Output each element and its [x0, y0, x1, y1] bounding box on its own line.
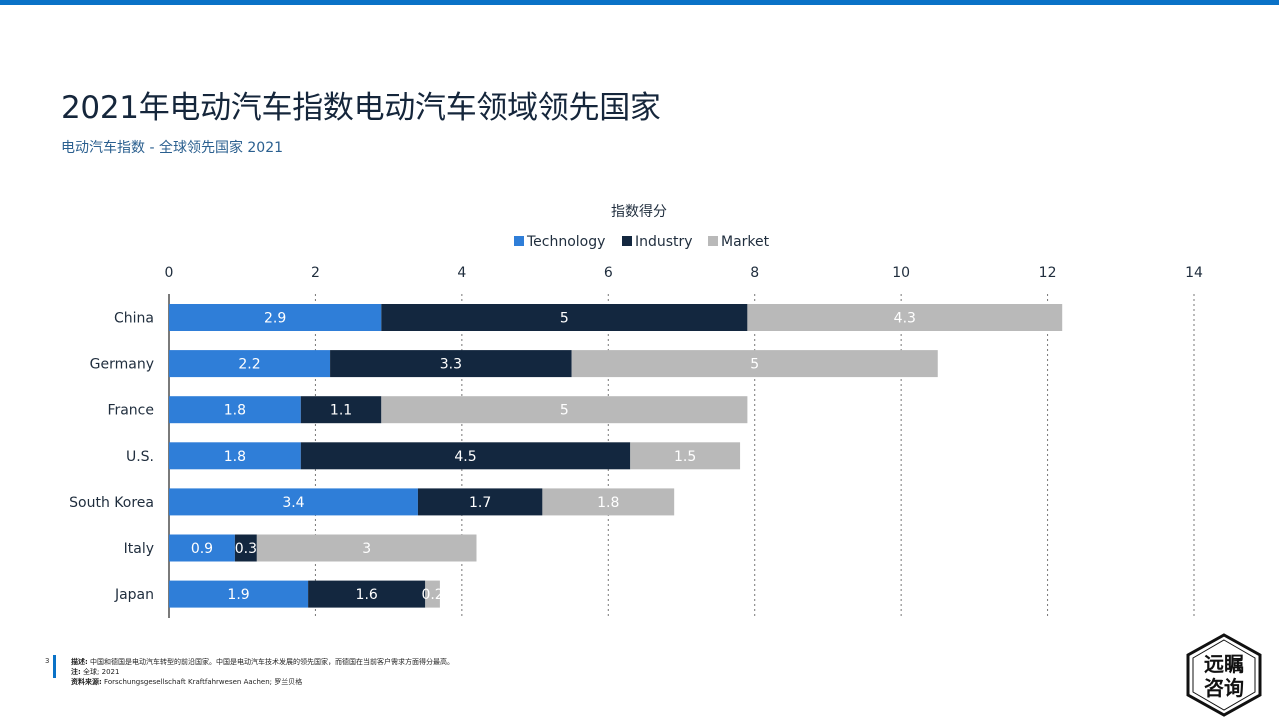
legend-swatch-technology [514, 236, 524, 246]
data-label-market: 4.3 [894, 311, 916, 327]
footer-note: 注: 全球; 2021 [71, 668, 120, 676]
svg-text:咨询: 咨询 [1204, 676, 1244, 700]
bar-market [381, 396, 748, 424]
data-label-market: 5 [560, 403, 569, 419]
data-label-industry: 1.1 [330, 403, 352, 419]
bar-technology [169, 396, 301, 424]
bar-industry [234, 534, 257, 562]
y-tick-label: China [114, 311, 154, 327]
footer-accent [53, 655, 56, 678]
data-label-industry: 5 [560, 311, 569, 327]
data-label-technology: 1.9 [227, 587, 249, 603]
y-tick-label: U.S. [126, 449, 154, 465]
bar-industry [300, 396, 382, 424]
bar-market [256, 534, 477, 562]
footer-notes: 描述: 中国和德国是电动汽车转型的前沿国家。中国是电动汽车技术发展的领先国家，而… [71, 657, 454, 687]
svg-text:远瞩: 远瞩 [1204, 652, 1244, 676]
bar-technology [169, 304, 382, 331]
bar-industry [417, 488, 543, 516]
data-label-market: 0.2 [421, 587, 443, 603]
legend-swatch-industry [622, 236, 632, 246]
footer-description: 描述: 中国和德国是电动汽车转型的前沿国家。中国是电动汽车技术发展的领先国家，而… [71, 658, 455, 666]
bar-industry [381, 304, 748, 331]
bar-technology [169, 488, 418, 516]
page-title: 2021年电动汽车指数电动汽车领域领先国家 [61, 90, 661, 126]
chart-bars: 2.9 5 4.3 2.2 3.3 5 1.8 1.1 5 1.8 4.5 1.5 3.4 1.7 1.8 0… [169, 304, 1063, 608]
legend-label-market: Market [721, 234, 770, 250]
y-tick-label: Germany [90, 357, 154, 373]
y-tick-label: Italy [124, 541, 154, 557]
page-number: 3 [45, 657, 50, 665]
data-label-market: 3 [362, 541, 371, 557]
bar-technology [169, 350, 331, 378]
bar-technology [169, 534, 235, 562]
bar-technology [169, 580, 309, 608]
legend-swatch-market [708, 236, 718, 246]
x-tick-label: 12 [1039, 265, 1057, 281]
x-tick-label: 0 [165, 265, 174, 281]
y-tick-label: France [107, 403, 154, 419]
x-tick-label: 10 [892, 265, 910, 281]
data-label-technology: 3.4 [282, 495, 304, 511]
x-tick-label: 14 [1185, 265, 1203, 281]
bar-market [542, 488, 675, 516]
data-label-technology: 1.8 [224, 403, 246, 419]
y-tick-label: South Korea [69, 495, 154, 511]
data-label-technology: 2.2 [238, 357, 260, 373]
data-label-industry: 0.3 [235, 541, 257, 557]
bar-market [747, 304, 1063, 331]
bar-industry [308, 580, 426, 608]
data-label-market: 1.5 [674, 449, 696, 465]
data-label-market: 1.8 [597, 495, 619, 511]
bar-market [630, 442, 741, 470]
x-tick-label: 2 [311, 265, 320, 281]
chart-legend: Technology Industry Market [514, 234, 770, 250]
y-tick-label: Japan [114, 587, 154, 603]
data-label-technology: 1.8 [224, 449, 246, 465]
data-label-technology: 0.9 [191, 541, 213, 557]
data-label-industry: 4.5 [454, 449, 476, 465]
top-accent-bar [0, 0, 1279, 5]
data-label-industry: 1.6 [356, 587, 378, 603]
bar-industry [330, 350, 572, 378]
data-label-technology: 2.9 [264, 311, 286, 327]
page-subtitle: 电动汽车指数 - 全球领先国家 2021 [61, 140, 284, 156]
chart-title: 指数得分 [611, 203, 667, 220]
x-tick-label: 6 [604, 265, 613, 281]
y-axis: China Germany France U.S. South Korea Italy Ja… [69, 311, 154, 604]
bar-technology [169, 442, 301, 470]
legend-label-industry: Industry [635, 234, 693, 250]
logo-seal-icon: 远瞩 咨询 [1186, 633, 1262, 717]
stacked-bar-chart: 指数得分 Technology Industry Market 0 2 4 6 8 10 12 1… [69, 203, 1203, 618]
bar-market [425, 580, 440, 608]
data-label-market: 5 [750, 357, 759, 373]
x-tick-label: 4 [457, 265, 466, 281]
data-label-industry: 1.7 [469, 495, 491, 511]
legend-label-technology: Technology [526, 234, 605, 250]
x-tick-label: 8 [750, 265, 759, 281]
bar-industry [300, 442, 631, 470]
footer-source: 资料来源: Forschungsgesellschaft Kraftfahrwe… [71, 678, 303, 686]
data-label-industry: 3.3 [440, 357, 462, 373]
bar-market [571, 350, 938, 378]
